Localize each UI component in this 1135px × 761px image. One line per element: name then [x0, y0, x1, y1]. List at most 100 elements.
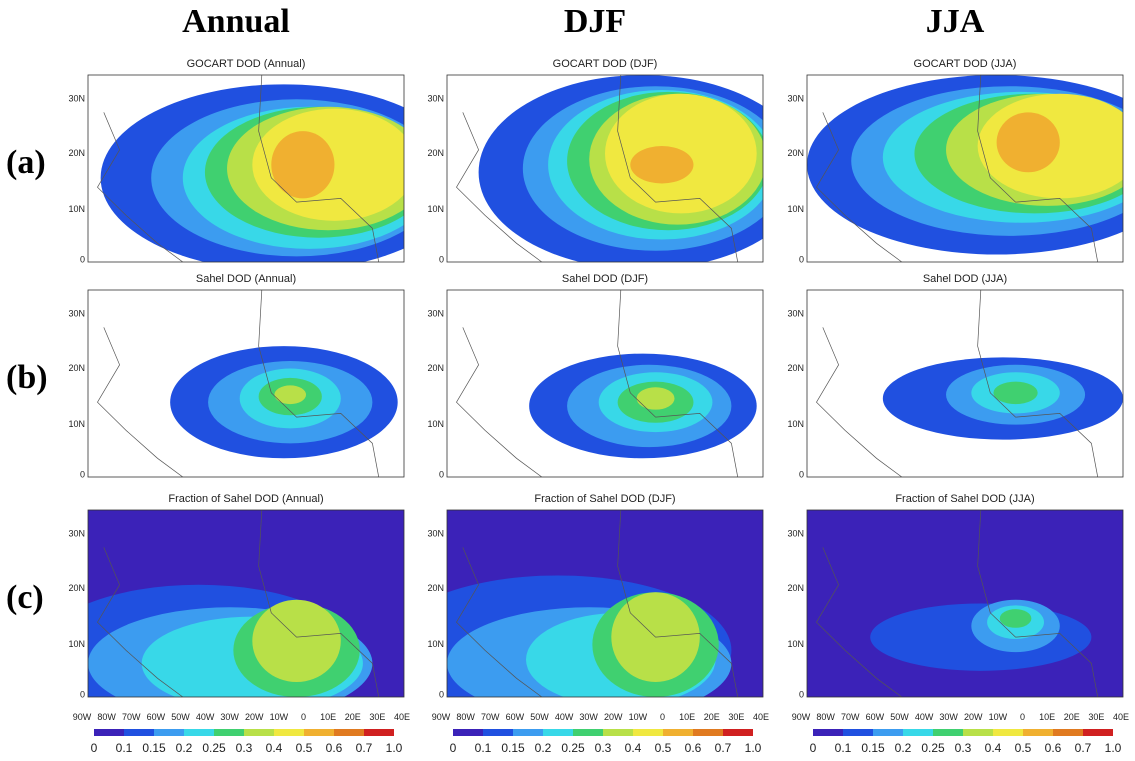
panel-title: GOCART DOD (Annual) [187, 58, 306, 70]
lon-tick-label: 70W [122, 712, 141, 722]
colorbar-segment [1053, 729, 1083, 736]
map-panel: GOCART DOD (JJA)30N20N10N0 [787, 58, 1135, 265]
lat-tick-label: 20N [787, 148, 804, 158]
lat-tick-label: 20N [427, 583, 444, 593]
lat-tick-label: 30N [787, 529, 804, 539]
contours [25, 473, 467, 735]
lon-tick-label: 40W [915, 712, 934, 722]
map-panel: GOCART DOD (Annual) 30N 20N 10N 0 [68, 58, 467, 271]
lat-tick-label: 0 [439, 255, 444, 265]
row-label: (a) [6, 144, 46, 181]
lat-tick-label: 0 [439, 470, 444, 480]
lon-tick-label: 20W [245, 712, 264, 722]
contour-region [274, 385, 306, 404]
lat-tick-label: 30N [427, 529, 444, 539]
colorbar-segment [513, 729, 543, 736]
colorbar-label: 0.1 [835, 741, 852, 755]
colorbar-segment [154, 729, 184, 736]
lon-tick-label: 10W [989, 712, 1008, 722]
panel-title: Sahel DOD (Annual) [196, 273, 296, 285]
colorbar-segment [214, 729, 244, 736]
lat-tick-label: 30N [68, 94, 85, 104]
contour-region [637, 387, 675, 409]
colorbar-label: 0.5 [296, 741, 313, 755]
lat-tick-label: 0 [80, 690, 85, 700]
lon-tick-label: 10E [320, 712, 336, 722]
colorbar-label: 0.2 [895, 741, 912, 755]
column-header: Annual [182, 3, 290, 40]
colorbar-segment [963, 729, 993, 736]
lon-tick-label: 30W [220, 712, 239, 722]
lon-tick-label: 30E [728, 712, 744, 722]
colorbar-segment [603, 729, 633, 736]
lon-tick-label: 60W [506, 712, 525, 722]
colorbar-label: 0.1 [116, 741, 133, 755]
contours [816, 290, 1123, 477]
lat-tick-label: 0 [799, 690, 804, 700]
colorbar-label: 0.3 [595, 741, 612, 755]
lon-tick-label: 40E [1113, 712, 1129, 722]
lat-tick-label: 30N [427, 94, 444, 104]
colorbar-segment [813, 729, 843, 736]
contours [456, 290, 756, 477]
colorbar-label: 0.5 [655, 741, 672, 755]
colorbar-label: 0 [810, 741, 817, 755]
colorbar-segment [483, 729, 513, 736]
colorbar-segment [573, 729, 603, 736]
colorbar-label: 0.2 [535, 741, 552, 755]
contour-region [271, 131, 334, 198]
panel-title: Sahel DOD (DJF) [562, 273, 648, 285]
colorbar-segment [304, 729, 334, 736]
lon-tick-label: 20W [604, 712, 623, 722]
lat-tick-label: 10N [68, 419, 85, 429]
colorbar-segment [1023, 729, 1053, 736]
lat-tick-label: 20N [68, 148, 85, 158]
lat-tick-label: 20N [787, 583, 804, 593]
lon-tick-label: 50W [171, 712, 190, 722]
colorbar-label: 0.4 [625, 741, 642, 755]
lon-tick-label: 60W [866, 712, 885, 722]
row-label: (c) [6, 579, 44, 616]
panel-title: Sahel DOD (JJA) [923, 273, 1007, 285]
colorbar-segment [543, 729, 573, 736]
colorbar-label: 0.7 [356, 741, 373, 755]
lat-tick-label: 20N [427, 148, 444, 158]
colorbar-segment [903, 729, 933, 736]
colorbar-segment [933, 729, 963, 736]
lon-tick-label: 20E [704, 712, 720, 722]
colorbar-label: 0.6 [1045, 741, 1062, 755]
colorbar-segment [274, 729, 304, 736]
contour-region [630, 146, 693, 183]
lat-tick-label: 10N [427, 419, 444, 429]
lat-tick-label: 20N [68, 363, 85, 373]
lon-tick-label: 30W [939, 712, 958, 722]
lat-tick-label: 20N [68, 583, 85, 593]
colorbar-label: 0.25 [202, 741, 226, 755]
panel-title: GOCART DOD (DJF) [553, 58, 658, 70]
lon-tick-label: 0 [660, 712, 665, 722]
colorbar-segment [184, 729, 214, 736]
colorbar-label: 0.3 [236, 741, 253, 755]
column-header: DJF [564, 3, 626, 40]
lat-tick-label: 10N [787, 419, 804, 429]
figure: AnnualDJFJJA(a)(b)(c)GOCART DOD (Annual)… [0, 0, 1135, 761]
lat-tick-label: 30N [427, 309, 444, 319]
contours [97, 75, 467, 271]
lon-tick-label: 20E [345, 712, 361, 722]
colorbar-segment [364, 729, 394, 736]
contours [97, 290, 397, 477]
lon-tick-label: 80W [456, 712, 475, 722]
panel-title: Fraction of Sahel DOD (JJA) [895, 493, 1034, 505]
lat-tick-label: 10N [427, 204, 444, 214]
lon-tick-label: 0 [301, 712, 306, 722]
lon-tick-label: 40W [555, 712, 574, 722]
contour-region [993, 382, 1037, 404]
column-header: JJA [926, 3, 985, 40]
contours [456, 75, 807, 269]
colorbar-segment [334, 729, 364, 736]
lon-tick-label: 90W [73, 712, 92, 722]
panel-title: Fraction of Sahel DOD (DJF) [534, 493, 675, 505]
colorbar-label: 0.15 [501, 741, 525, 755]
colorbar-segment [124, 729, 154, 736]
